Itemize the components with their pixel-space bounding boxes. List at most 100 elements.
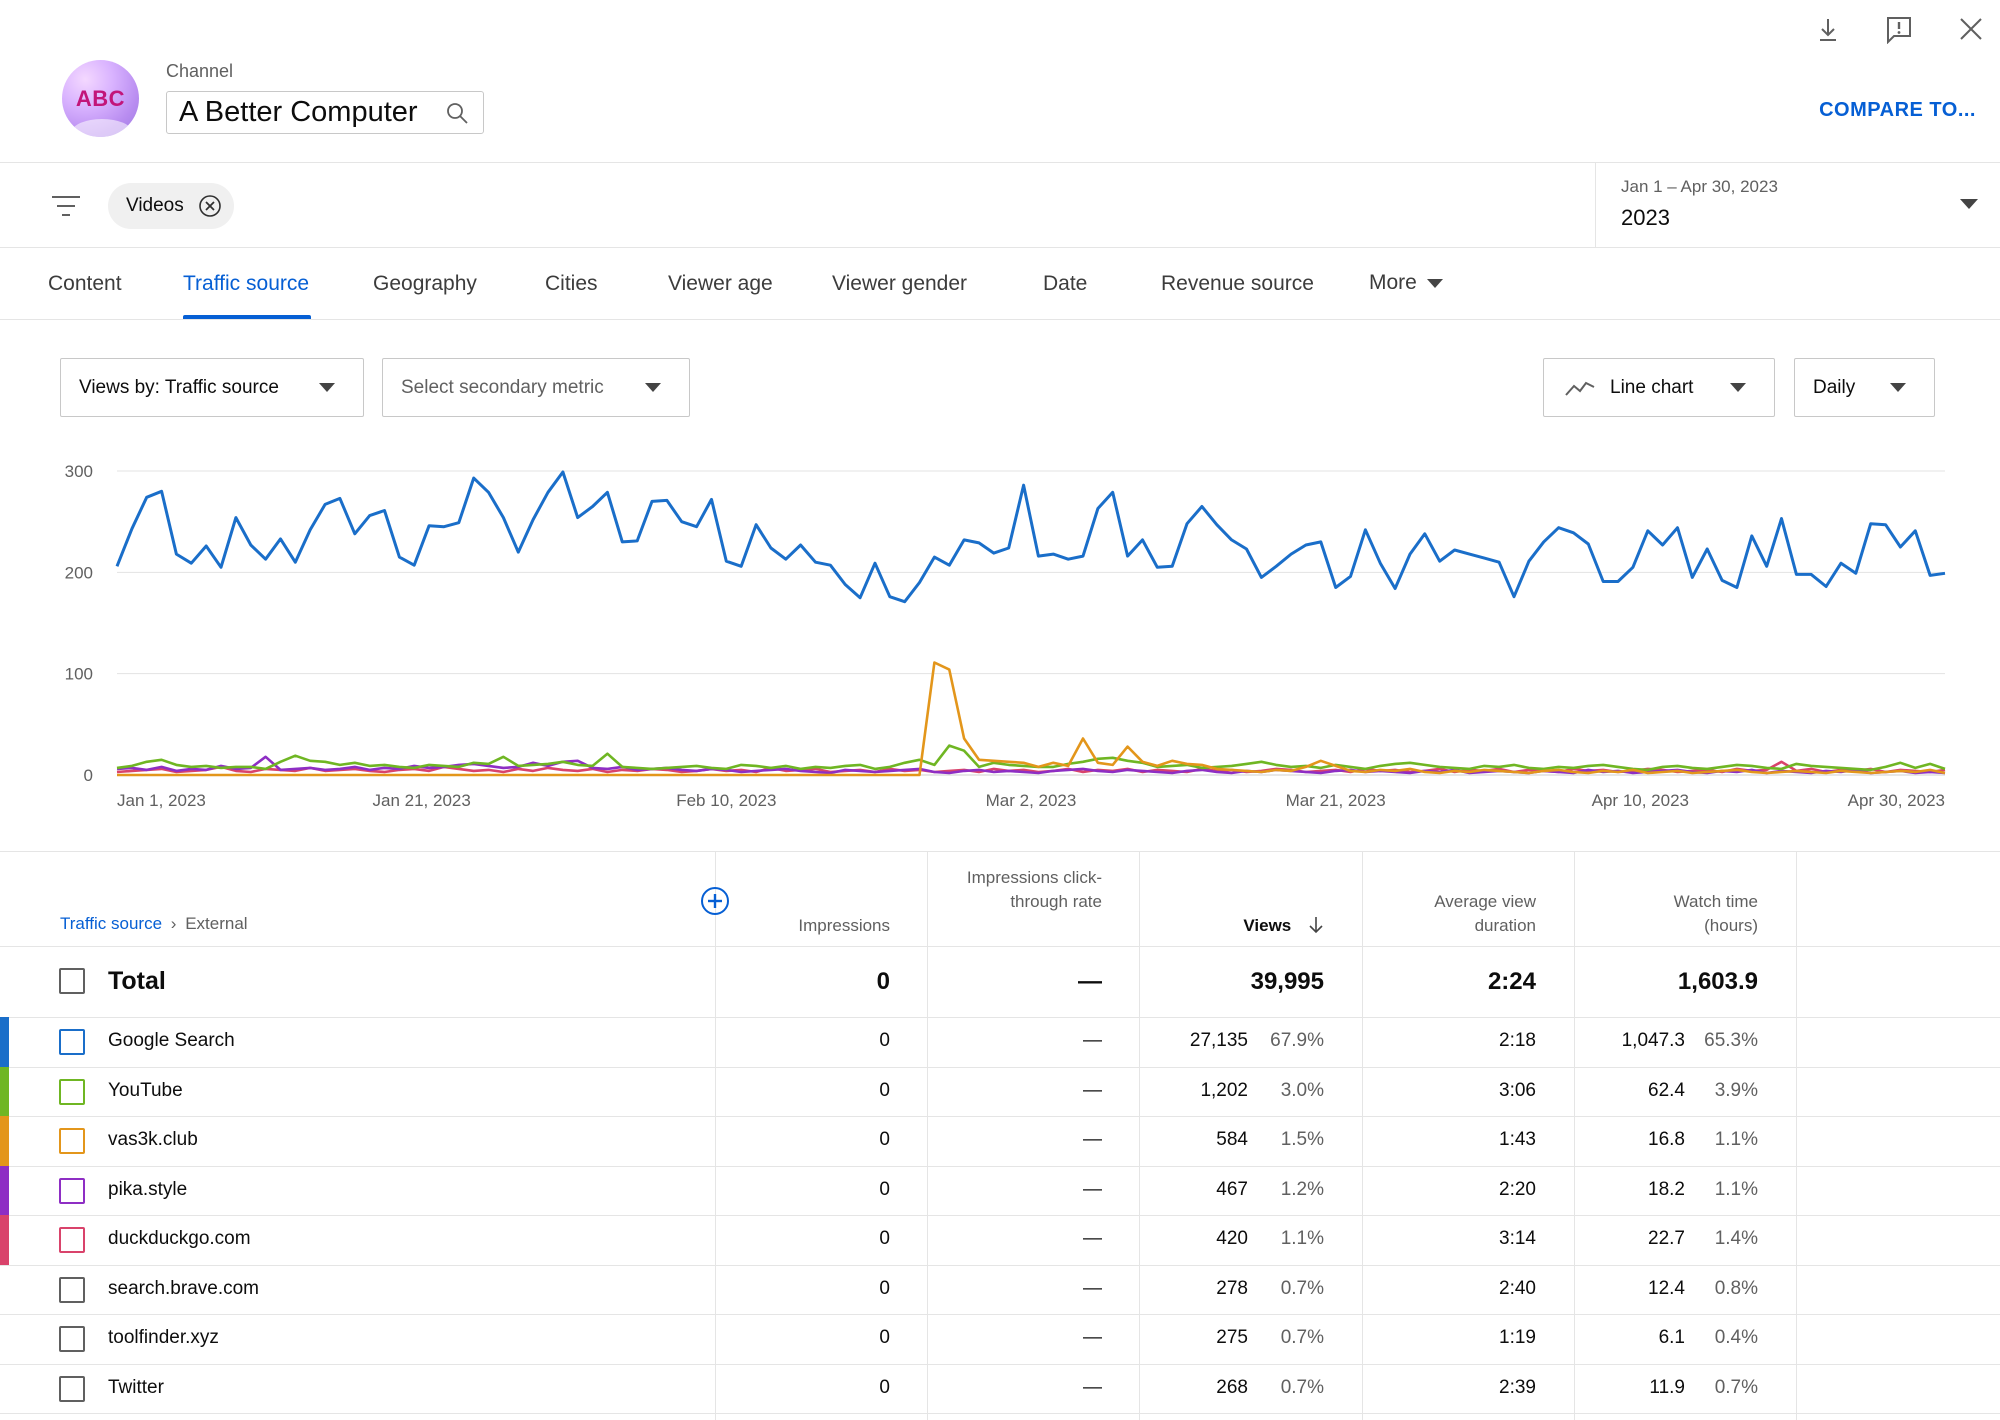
row-avg-duration: 2:40 (1499, 1277, 1536, 1299)
col-views[interactable]: Views (1144, 914, 1324, 938)
col-ctr[interactable]: Impressions click-through rate (966, 868, 1102, 911)
row-impressions: 0 (879, 1030, 890, 1051)
line-chart-icon (1565, 381, 1595, 396)
row-checkbox[interactable] (59, 1276, 85, 1303)
y-tick-label: 100 (65, 665, 93, 684)
date-range-picker[interactable]: Jan 1 – Apr 30, 2023 2023 (1595, 163, 2000, 248)
tab-traffic-source[interactable]: Traffic source (183, 272, 310, 295)
row-checkbox[interactable] (59, 1128, 85, 1154)
x-tick-label: Apr 30, 2023 (1848, 791, 1945, 810)
row-watch-time: 18.2 (1648, 1178, 1685, 1200)
col-watch-time[interactable]: Watch time (hours) (1673, 892, 1758, 935)
row-watch-pct: 0.8% (1714, 1277, 1758, 1299)
chart-type-dropdown[interactable]: Line chart (1543, 358, 1775, 417)
caret-down-icon (1890, 383, 1906, 392)
filter-bar: Videos Jan 1 – Apr 30, 2023 2023 (0, 163, 2000, 248)
interval-dropdown[interactable]: Daily (1794, 358, 1935, 417)
tab-viewer-gender[interactable]: Viewer gender (832, 272, 968, 295)
row-checkbox[interactable] (59, 1177, 85, 1204)
x-tick-label: Apr 10, 2023 (1592, 791, 1689, 810)
tab-more-label: More (1369, 271, 1417, 294)
row-ctr: — (1083, 1079, 1102, 1101)
x-tick-label: Mar 2, 2023 (986, 791, 1077, 810)
col-avg-duration[interactable]: Average view duration (1434, 892, 1536, 935)
tab-content[interactable]: Content (48, 272, 122, 295)
row-watch-time: 6.1 (1658, 1327, 1685, 1348)
feedback-icon[interactable] (1884, 14, 1914, 44)
search-icon[interactable] (445, 101, 469, 125)
row-ctr: — (1083, 1228, 1102, 1249)
series-line-google (115, 470, 1946, 604)
row-label: duckduckgo.com (108, 1228, 251, 1249)
row-impressions: 0 (879, 1277, 890, 1299)
row-views-pct: 0.7% (1280, 1277, 1324, 1299)
views-line-chart: 0 100 200 300 Jan 1, 2023 Jan 21, 2023 Feb 10,… (0, 440, 2000, 820)
row-avg-duration: 3:06 (1499, 1079, 1536, 1101)
caret-down-icon (1730, 383, 1746, 392)
close-icon[interactable] (1956, 14, 1986, 44)
channel-header: ABC Channel A Better Computer COMPARE TO… (0, 0, 2000, 163)
secondary-metric-label: Select secondary metric (401, 376, 604, 398)
row-watch-time: 22.7 (1648, 1228, 1685, 1249)
channel-selector[interactable]: A Better Computer (166, 91, 484, 134)
chart-type-label: Line chart (1610, 376, 1694, 398)
tab-viewer-age[interactable]: Viewer age (668, 272, 773, 295)
row-label: toolfinder.xyz (108, 1327, 219, 1348)
row-views-pct: 67.9% (1270, 1030, 1324, 1051)
tab-date[interactable]: Date (1043, 272, 1088, 295)
row-views: 584 (1216, 1129, 1248, 1150)
tab-more[interactable]: More (1369, 271, 1443, 295)
row-watch-pct: 0.4% (1714, 1327, 1758, 1348)
row-avg-duration: 1:43 (1499, 1129, 1536, 1150)
traffic-source-table: Traffic source › External Impressions Im… (0, 851, 2000, 1420)
secondary-metric-dropdown[interactable]: Select secondary metric (382, 358, 690, 417)
tab-geography[interactable]: Geography (373, 272, 477, 295)
row-checkbox[interactable] (59, 1227, 85, 1253)
channel-avatar: ABC (62, 60, 139, 137)
y-tick-label: 300 (65, 462, 93, 481)
row-views-pct: 0.7% (1280, 1376, 1324, 1398)
interval-label: Daily (1813, 376, 1856, 398)
series-color-bar (0, 1116, 9, 1166)
filter-icon[interactable] (50, 191, 82, 221)
total-watch-time: 1,603.9 (1677, 968, 1758, 995)
total-checkbox[interactable] (59, 968, 85, 994)
row-watch-time: 12.4 (1648, 1277, 1685, 1299)
row-views-pct: 3.0% (1280, 1079, 1324, 1101)
total-avg-duration: 2:24 (1487, 968, 1536, 995)
row-ctr: — (1083, 1030, 1102, 1051)
metric-dropdown[interactable]: Views by: Traffic source (60, 358, 364, 417)
row-views-pct: 1.5% (1280, 1129, 1324, 1150)
row-checkbox[interactable] (59, 1326, 85, 1352)
compare-to-button[interactable]: COMPARE TO... (1819, 99, 1976, 121)
filter-chip-label: Videos (126, 195, 184, 216)
row-impressions: 0 (879, 1129, 890, 1150)
download-icon[interactable] (1813, 14, 1843, 44)
tab-bar: Content Traffic source Geography Cities … (0, 248, 2000, 320)
row-checkbox[interactable] (59, 1029, 85, 1055)
breadcrumb-traffic-source[interactable]: Traffic source (60, 914, 163, 933)
filter-chip-videos[interactable]: Videos (108, 183, 234, 229)
breadcrumb: Traffic source › External (60, 914, 248, 934)
row-views: 467 (1216, 1178, 1248, 1200)
row-checkbox[interactable] (59, 1375, 85, 1402)
row-views: 420 (1216, 1228, 1248, 1249)
col-impressions[interactable]: Impressions (798, 916, 890, 935)
tab-revenue-source[interactable]: Revenue source (1161, 272, 1314, 295)
row-impressions: 0 (879, 1079, 890, 1101)
row-impressions: 0 (879, 1376, 890, 1398)
row-label: vas3k.club (108, 1129, 198, 1150)
chip-remove-icon[interactable] (198, 194, 222, 218)
row-avg-duration: 2:20 (1499, 1178, 1536, 1200)
add-column-icon[interactable] (700, 886, 730, 916)
tab-cities[interactable]: Cities (545, 272, 598, 295)
row-checkbox[interactable] (59, 1078, 85, 1105)
row-watch-pct: 65.3% (1704, 1030, 1758, 1051)
series-line-vas3k (117, 661, 1946, 777)
total-impressions: 0 (876, 968, 890, 995)
metric-dropdown-label: Views by: Traffic source (79, 376, 279, 398)
row-avg-duration: 3:14 (1499, 1228, 1536, 1249)
row-avg-duration: 1:19 (1499, 1327, 1536, 1348)
row-avg-duration: 2:18 (1499, 1030, 1536, 1051)
caret-down-icon (1960, 199, 1978, 209)
